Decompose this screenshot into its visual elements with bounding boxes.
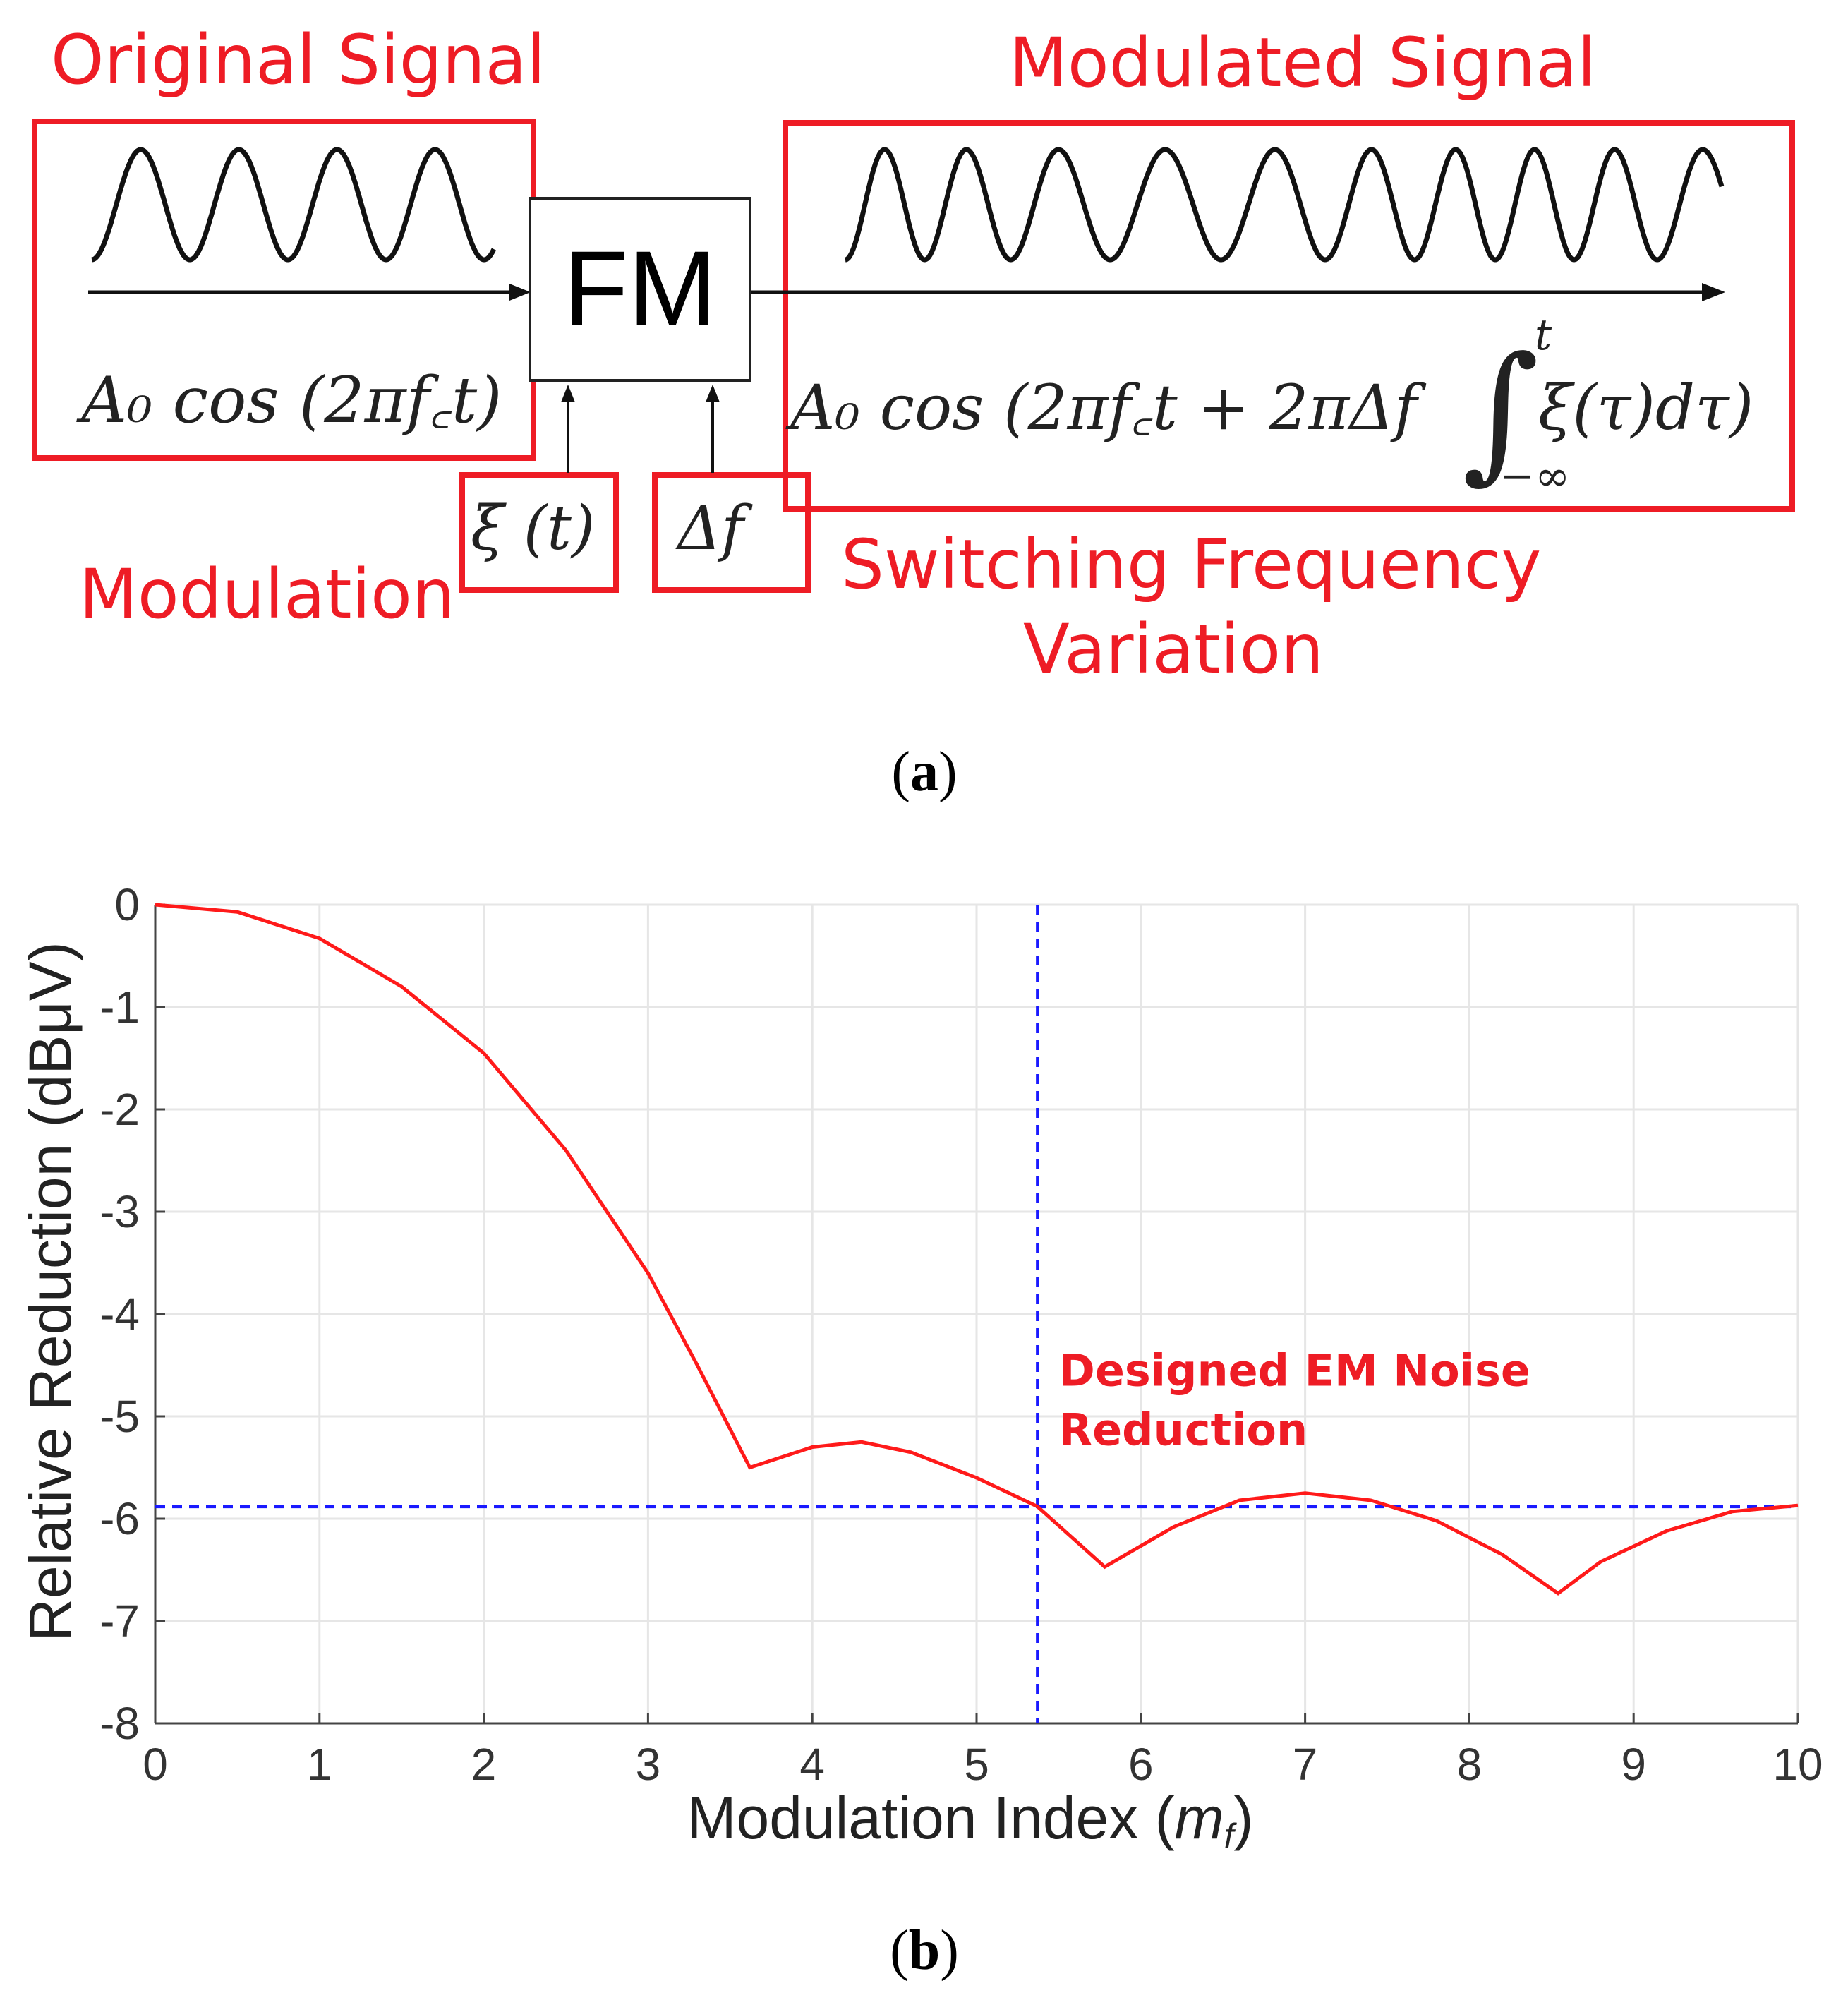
- original-signal-label: Original Signal: [51, 20, 545, 100]
- y-tick-label: -8: [99, 1698, 140, 1749]
- chart-grid: [154, 903, 1799, 1725]
- modulation-input-box: [459, 472, 619, 593]
- chart-reference-lines: [155, 905, 1798, 1723]
- x-tick-label: 9: [1621, 1739, 1646, 1790]
- y-tick-label: 0: [114, 879, 140, 930]
- caption-a-open: (: [891, 741, 910, 803]
- caption-b-close: ): [940, 1920, 959, 1982]
- x-tick-label: 8: [1457, 1739, 1482, 1790]
- fm-block: [529, 197, 751, 382]
- modulated-sine-wave: [845, 147, 1725, 263]
- y-tick-label: -2: [99, 1084, 140, 1135]
- variation-label: Variation: [1023, 610, 1324, 689]
- y-tick-label: -3: [99, 1186, 140, 1237]
- x-tick-label: 10: [1772, 1739, 1823, 1790]
- x-axis-title-m: m: [1175, 1785, 1224, 1851]
- x-axis-title: Modulation Index (mf): [687, 1785, 1254, 1856]
- caption-b-letter: b: [909, 1920, 941, 1982]
- delta-f-input-formula: Δf: [675, 493, 753, 564]
- input-formula: A₀ cos (2πf꜀t): [76, 363, 502, 438]
- y-tick-label: -7: [99, 1596, 140, 1646]
- delta-f-input-box: [652, 472, 811, 593]
- modulation-label: Modulation: [79, 555, 455, 634]
- x-tick-label: 7: [1293, 1739, 1318, 1790]
- modulated-signal-box: [783, 120, 1795, 512]
- xi-input-formula: ξ (t): [471, 493, 595, 564]
- annotation-line-1: Designed EM Noise: [1058, 1345, 1530, 1397]
- fm-block-label: FM: [564, 229, 717, 347]
- x-axis-title-close: ): [1233, 1785, 1253, 1851]
- output-arrowhead: [1702, 283, 1725, 301]
- x-tick-label: 6: [1128, 1739, 1154, 1790]
- x-tick-label: 3: [636, 1739, 661, 1790]
- panel-b-caption: (b): [890, 1920, 959, 1982]
- y-tick-label: -6: [99, 1493, 140, 1544]
- x-axis-title-text: Modulation Index (: [687, 1785, 1175, 1851]
- output-formula-integrand: ξ(τ)dτ): [1538, 371, 1753, 444]
- switching-frequency-label: Switching Frequency: [841, 525, 1541, 604]
- panel-b-chart: 0 1 2 3 4 5 6 7 8 9 10 0 -1 -2 -3 -4 -5 -6 -7 -8 Designed E…: [17, 879, 1823, 1982]
- delta-f-arrowhead: [706, 385, 720, 402]
- chart-tick-labels: 0 1 2 3 4 5 6 7 8 9 10 0 -1 -2 -3 -4 -5 -6 -7 -8: [99, 879, 1823, 1790]
- caption-a-close: ): [938, 741, 958, 803]
- caption-a-letter: a: [910, 741, 938, 803]
- input-arrowhead: [509, 284, 531, 301]
- relative-reduction-points: [155, 904, 1799, 1594]
- x-tick-label: 2: [471, 1739, 497, 1790]
- y-tick-label: -4: [99, 1289, 140, 1339]
- y-tick-label: -5: [99, 1391, 140, 1442]
- panel-a-caption: (a): [891, 741, 957, 803]
- y-axis-title: Relative Reduction (dBμV): [17, 941, 83, 1641]
- x-tick-label: 5: [964, 1739, 989, 1790]
- chart-axes: [154, 903, 1799, 1725]
- integral-lower-limit: −∞: [1499, 452, 1570, 501]
- modulated-signal-label: Modulated Signal: [1009, 23, 1596, 102]
- output-formula-main: A₀ cos (2πf꜀t + 2πΔf: [785, 371, 1427, 444]
- original-sine-wave: [91, 147, 497, 263]
- integral-sign: ∫: [1462, 325, 1539, 498]
- x-tick-label: 0: [143, 1739, 168, 1790]
- x-tick-label: 4: [799, 1739, 825, 1790]
- annotation-line-2: Reduction: [1058, 1404, 1308, 1456]
- caption-b-open: (: [890, 1920, 909, 1982]
- xi-arrowhead: [561, 385, 575, 402]
- panel-a-fm-diagram: Original Signal Modulated Signal Modulat…: [32, 20, 1795, 803]
- x-tick-label: 1: [307, 1739, 332, 1790]
- relative-reduction-curve: [155, 903, 1799, 1596]
- y-tick-label: -1: [99, 982, 140, 1032]
- integral-upper-limit: t: [1535, 311, 1552, 360]
